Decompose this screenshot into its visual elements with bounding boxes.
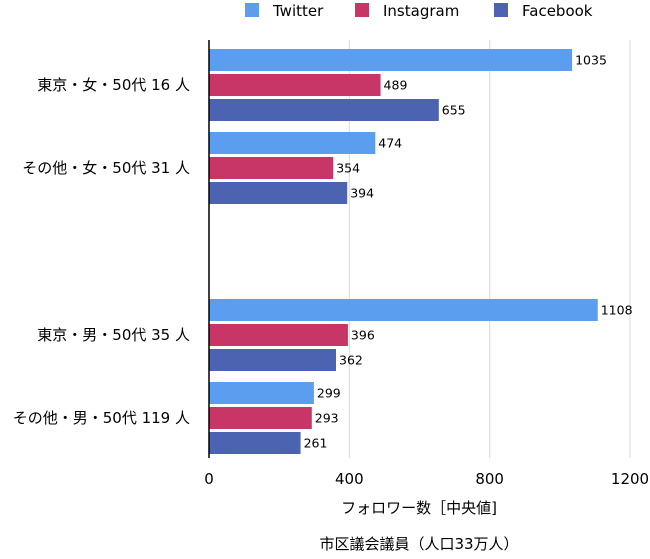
legend-swatch-twitter [245, 3, 259, 17]
legend-swatch-instagram [355, 3, 369, 17]
bar-twitter-2 [209, 299, 598, 321]
category-label-2: 東京・男・50代 35 人 [37, 326, 190, 344]
value-label-twitter-2: 1108 [601, 303, 633, 318]
legend-label-twitter: Twitter [272, 2, 324, 20]
legend-label-instagram: Instagram [383, 2, 459, 20]
bar-facebook-1 [209, 182, 348, 204]
category-label-3: その他・男・50代 119 人 [13, 409, 190, 427]
bar-twitter-1 [209, 132, 376, 154]
value-label-facebook-3: 261 [304, 436, 328, 451]
bar-twitter-0 [209, 49, 573, 71]
bar-facebook-3 [209, 432, 301, 454]
x-tick-label-800: 800 [475, 470, 504, 488]
bar-instagram-2 [209, 324, 348, 346]
bar-twitter-3 [209, 382, 314, 404]
bar-instagram-3 [209, 407, 312, 429]
value-labels: 1035 489 655 474 354 394 1108 396 362 299 293 261 [304, 53, 633, 451]
bar-instagram-0 [209, 74, 381, 96]
value-label-instagram-3: 293 [315, 411, 339, 426]
value-label-instagram-1: 354 [336, 161, 360, 176]
x-tick-label-0: 0 [204, 470, 214, 488]
x-tick-labels: 0 400 800 1200 [204, 470, 649, 488]
value-label-facebook-0: 655 [442, 103, 466, 118]
value-label-facebook-2: 362 [339, 353, 363, 368]
legend: Twitter Instagram Facebook [245, 2, 593, 20]
bars [209, 49, 598, 454]
legend-swatch-facebook [494, 3, 508, 17]
category-label-0: 東京・女・50代 16 人 [37, 76, 190, 94]
x-tick-label-400: 400 [335, 470, 364, 488]
value-label-instagram-0: 489 [384, 78, 408, 93]
bar-facebook-2 [209, 349, 337, 371]
value-label-twitter-0: 1035 [575, 53, 607, 68]
legend-item-facebook: Facebook [494, 2, 593, 20]
legend-item-instagram: Instagram [355, 2, 459, 20]
legend-label-facebook: Facebook [522, 2, 593, 20]
chart-caption: 市区議会議員（人口33万人） [319, 535, 518, 553]
legend-item-twitter: Twitter [245, 2, 324, 20]
value-label-twitter-1: 474 [378, 136, 402, 151]
bar-instagram-1 [209, 157, 334, 179]
x-axis-label: フォロワー数［中央値] [341, 499, 497, 517]
x-tick-label-1200: 1200 [611, 470, 649, 488]
value-label-twitter-3: 299 [317, 386, 341, 401]
value-label-instagram-2: 396 [351, 328, 375, 343]
category-label-1: その他・女・50代 31 人 [22, 159, 190, 177]
value-label-facebook-1: 394 [350, 186, 374, 201]
bar-facebook-0 [209, 99, 439, 121]
